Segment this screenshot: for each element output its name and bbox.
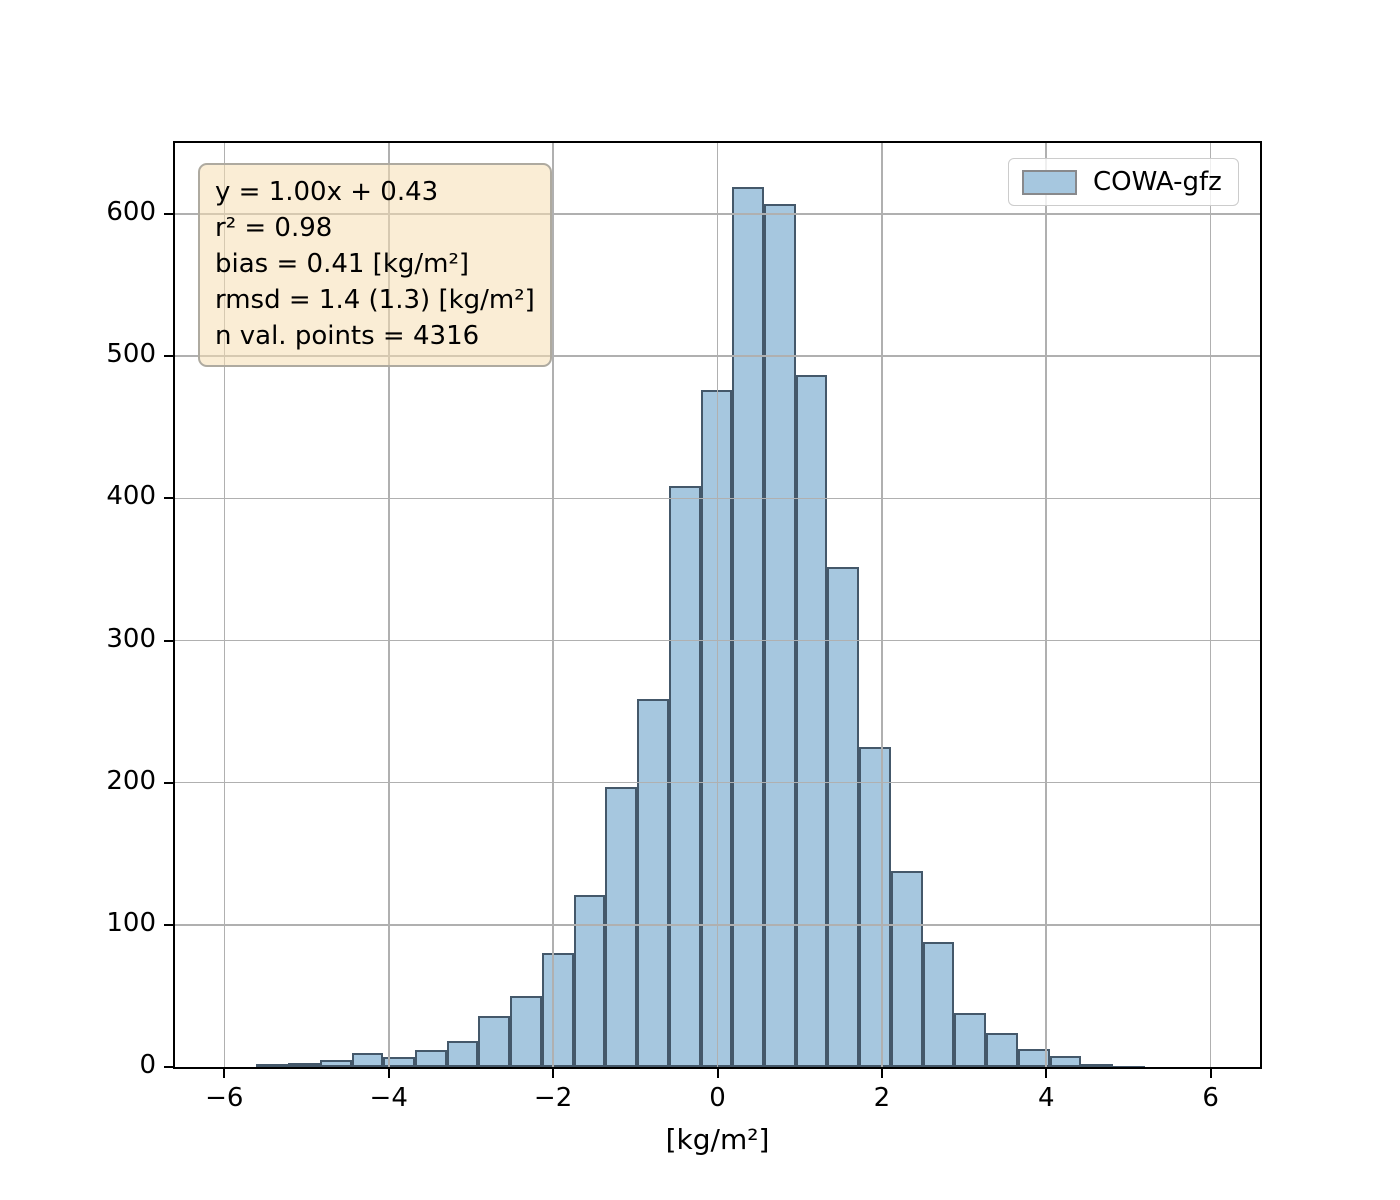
histogram-bar [288, 1062, 320, 1067]
histogram-bar [351, 1052, 384, 1067]
histogram-bar [732, 187, 764, 1067]
x-tick-mark [1209, 1069, 1212, 1078]
histogram-bar [986, 1032, 1018, 1067]
gridline-y-200 [175, 781, 1260, 784]
y-tick-label: 600 [106, 197, 156, 228]
x-tick-label: 2 [873, 1083, 891, 1113]
histogram-bar [954, 1012, 987, 1067]
y-tick-label: 100 [106, 907, 156, 938]
x-tick-mark [880, 1069, 883, 1078]
x-tick-label: 6 [1202, 1083, 1219, 1113]
y-tick-label: 500 [106, 339, 156, 370]
legend-patch-icon [1022, 169, 1077, 195]
y-tick-mark [164, 497, 173, 500]
histogram-bar [256, 1064, 289, 1067]
histogram-bar [478, 1015, 511, 1067]
gridline-y-600 [175, 213, 1260, 215]
stats-line-bias: bias = 0.41 [kg/m²] [215, 249, 470, 279]
stats-line-npoints: n val. points = 4316 [215, 321, 480, 351]
x-tick-label: −4 [369, 1083, 408, 1113]
legend: COWA-gfz [1008, 158, 1239, 206]
histogram-bar [890, 870, 923, 1067]
gridline-y-500 [175, 355, 1260, 358]
histogram-bar [827, 566, 860, 1067]
gridline-x-2 [881, 143, 883, 1067]
gridline-y-100 [175, 924, 1260, 926]
histogram-bar [446, 1041, 479, 1067]
stats-line-equation: y = 1.00x + 0.43 [215, 177, 439, 207]
x-tick-mark [552, 1069, 555, 1078]
gridline-y-400 [175, 497, 1260, 500]
y-tick-mark [164, 1066, 173, 1068]
gridline-x--2 [552, 143, 554, 1067]
stats-line-r2: r² = 0.98 [215, 213, 333, 243]
histogram-bar [541, 953, 574, 1067]
histogram-bar [637, 698, 669, 1067]
histogram-bar [383, 1057, 415, 1067]
gridline-x-4 [1045, 143, 1048, 1067]
x-tick-mark [223, 1069, 226, 1078]
plot-area: y = 1.00x + 0.43 r² = 0.98 bias = 0.41 [… [173, 141, 1262, 1069]
stats-annotation-box: y = 1.00x + 0.43 r² = 0.98 bias = 0.41 [… [198, 163, 552, 367]
x-axis-label: [kg/m²] [665, 1123, 770, 1156]
x-tick-label: −6 [205, 1083, 244, 1113]
y-tick-label: 400 [106, 481, 156, 512]
y-tick-mark [164, 355, 173, 358]
histogram-bar [415, 1049, 447, 1067]
histogram-bar [1113, 1065, 1145, 1067]
y-tick-mark [164, 923, 173, 926]
y-tick-mark [164, 213, 173, 216]
x-tick-mark [387, 1069, 390, 1078]
y-tick-mark [164, 781, 173, 784]
y-tick-label: 300 [106, 623, 156, 654]
histogram-bar [319, 1059, 352, 1067]
histogram-bar [1081, 1064, 1114, 1067]
gridline-x--4 [387, 143, 390, 1067]
y-tick-mark [164, 639, 173, 642]
histogram-bar [795, 374, 828, 1067]
legend-label: COWA-gfz [1093, 167, 1222, 197]
histogram-bar [700, 390, 733, 1067]
gridline-x-0 [716, 143, 719, 1067]
y-tick-label: 0 [139, 1050, 156, 1080]
histogram-bar [605, 786, 638, 1067]
x-tick-label: 0 [709, 1083, 726, 1113]
x-tick-mark [1045, 1069, 1048, 1078]
histogram-bar [859, 747, 891, 1067]
gridline-y-300 [175, 639, 1260, 642]
histogram-bar [510, 995, 542, 1067]
x-tick-mark [716, 1069, 719, 1078]
histogram-bar [573, 895, 606, 1067]
histogram-bar [922, 941, 955, 1067]
histogram-bar [1049, 1055, 1082, 1067]
y-tick-label: 200 [106, 765, 156, 796]
gridline-x--6 [223, 143, 226, 1067]
stats-line-rmsd: rmsd = 1.4 (1.3) [kg/m²] [215, 285, 535, 315]
gridline-x-6 [1209, 143, 1212, 1067]
x-tick-label: −2 [533, 1083, 573, 1113]
x-tick-label: 4 [1038, 1083, 1055, 1113]
histogram-bar [1017, 1048, 1050, 1067]
histogram-bar [764, 204, 796, 1067]
histogram-bar [668, 485, 701, 1067]
